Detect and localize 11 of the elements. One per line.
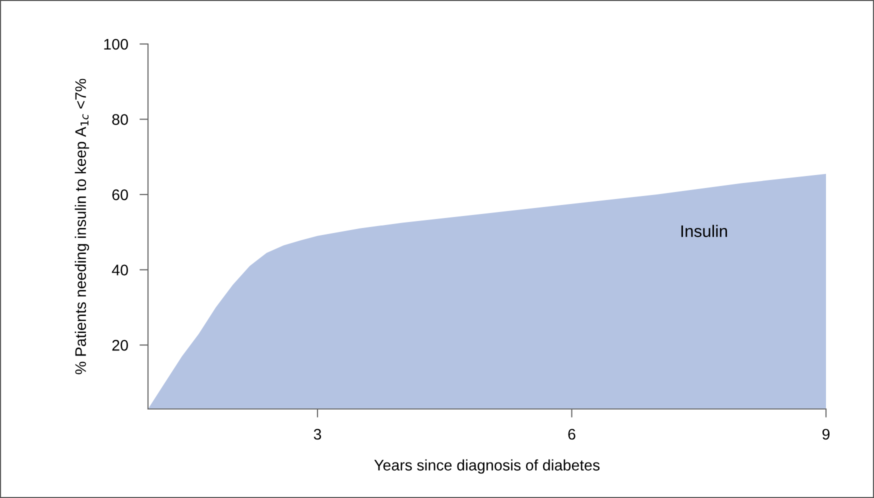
y-axis-title: % Patients needing insulin to keep A$_{1c}$ <7% xyxy=(74,78,90,374)
y-tick-label: 100 xyxy=(104,38,128,50)
x-tick-label: 6 xyxy=(568,428,576,440)
x-tick-label: 9 xyxy=(822,428,830,440)
x-axis-title: Years since diagnosis of diabetes xyxy=(374,459,600,474)
y-tick-label: 40 xyxy=(112,264,128,276)
y-tick-label: 80 xyxy=(112,114,128,125)
y-tick-label: 60 xyxy=(112,189,128,200)
x-tick-label: 3 xyxy=(314,428,322,440)
y-tick-label: 20 xyxy=(112,340,128,351)
series-label: Insulin xyxy=(681,224,727,238)
